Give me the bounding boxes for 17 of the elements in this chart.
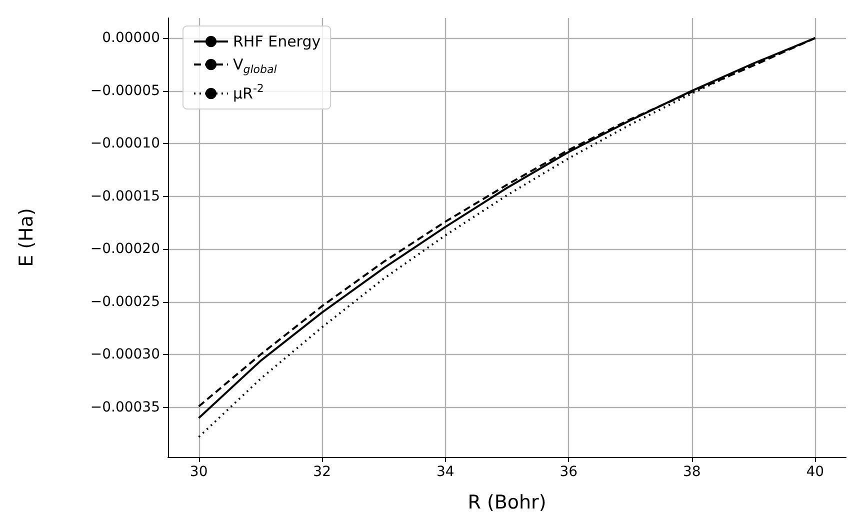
x-axis-title: R (Bohr) [468, 492, 546, 514]
y-tick-label: −0.00020 [90, 241, 160, 258]
y-tick-label: −0.00030 [90, 346, 160, 363]
y-tick-label: 0.00000 [102, 30, 160, 46]
x-tick-label: 36 [560, 464, 578, 480]
x-tick-label: 30 [190, 464, 208, 480]
x-tick-label: 32 [313, 464, 332, 480]
y-axis-title: E (Ha) [16, 208, 38, 267]
legend-label: RHF Energy [233, 32, 321, 50]
y-tick-label: −0.00015 [90, 188, 160, 204]
y-tick-label: −0.00005 [90, 82, 160, 99]
y-tick-label: −0.00035 [90, 399, 160, 416]
x-tick-label: 34 [436, 464, 454, 480]
y-tick-label: −0.00010 [90, 136, 160, 152]
x-tick-label: 38 [682, 464, 701, 480]
x-tick-label: 40 [806, 464, 824, 480]
y-tick-label: −0.00025 [90, 294, 160, 310]
